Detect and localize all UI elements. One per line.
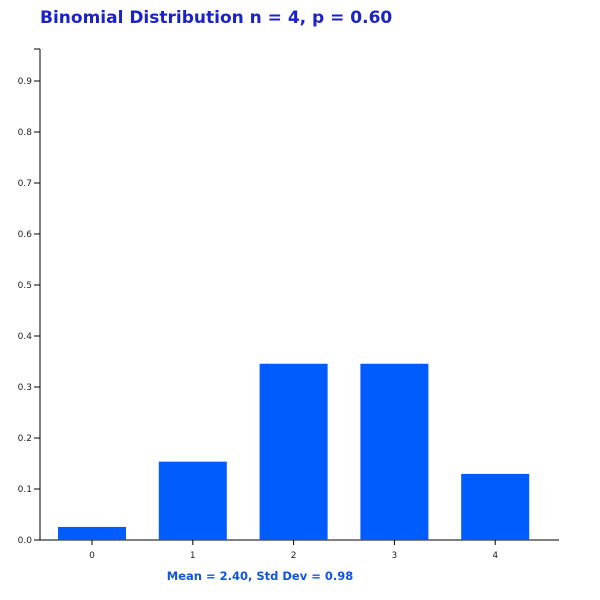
mean-stddev-label: Mean = 2.40, Std Dev = 0.98 — [167, 569, 353, 583]
y-axis: 0.0 0.1 0.2 0.3 0.4 0.5 0.6 0.7 0.8 0.9 — [18, 48, 41, 546]
y-tick-label: 0.7 — [18, 179, 32, 189]
bar-3 — [360, 363, 429, 540]
chart-title: Binomial Distribution n = 4, p = 0.60 — [40, 8, 393, 28]
bar-1 — [158, 461, 227, 540]
x-tick-label: 2 — [291, 551, 297, 561]
y-tick-label: 0.3 — [18, 383, 32, 393]
bar-4 — [461, 473, 530, 540]
bar-0 — [58, 526, 126, 540]
y-tick-label: 0.2 — [18, 434, 32, 444]
y-tick-label: 0.0 — [18, 536, 33, 546]
x-axis: 0 1 2 3 4 — [40, 539, 559, 561]
bars — [58, 363, 530, 540]
x-tick-label: 3 — [392, 551, 398, 561]
y-tick-label: 0.8 — [18, 128, 33, 138]
y-tick-label: 0.9 — [18, 77, 33, 87]
y-tick-label: 0.6 — [18, 230, 33, 240]
y-tick-label: 0.4 — [18, 332, 33, 342]
y-tick-label: 0.5 — [18, 281, 32, 291]
x-tick-label: 4 — [492, 551, 498, 561]
bar-2 — [259, 363, 328, 540]
x-tick-label: 0 — [89, 551, 95, 561]
x-tick-label: 1 — [190, 551, 196, 561]
y-tick-label: 0.1 — [18, 485, 32, 495]
